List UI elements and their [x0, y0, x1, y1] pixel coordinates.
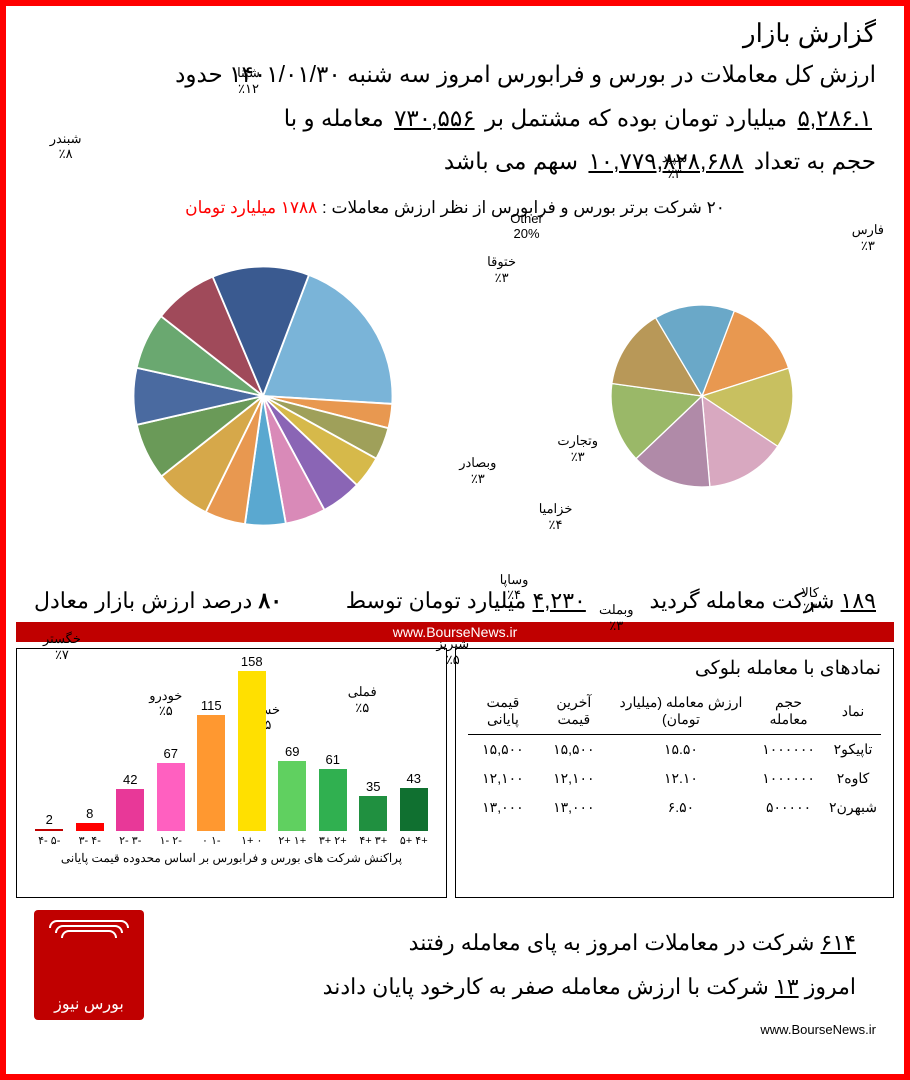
bar: [116, 789, 144, 832]
col-header: آخرین قیمت: [538, 688, 610, 735]
summary-text: ارزش کل معاملات در بورس و فرابورس امروز …: [6, 49, 904, 192]
block-trades-table: نمادهای با معامله بلوکی نمادحجم معاملهار…: [455, 648, 894, 898]
mid-count: ۱۸۹: [841, 588, 876, 613]
cell: ۱۰۰۰۰۰۰: [752, 764, 825, 793]
bar-value: 8: [86, 806, 93, 821]
footer: ۶۱۴ شرکت در معاملات امروز به پای معامله …: [6, 902, 904, 1020]
footer-line: شرکت با ارزش معامله صفر به کارخود پایان …: [323, 974, 775, 999]
table-row: تاپیکو۲۱۰۰۰۰۰۰۱۵.۵۰۱۵,۵۰۰۱۵,۵۰۰: [468, 735, 881, 765]
pie-charts-area: Other20%وتجارت٪۳خزامیا٪۴وساپا٪۴شبریز٪۵فم…: [6, 220, 904, 580]
col-header: نماد: [825, 688, 881, 735]
cell: ۶.۵۰: [610, 793, 752, 822]
mid-summary: ۸۰ درصد ارزش بازار معادل ۴,۲۳۰ میلیارد ت…: [6, 580, 904, 622]
summary-part: حجم به تعداد: [748, 148, 876, 174]
detail-pie: فارس٪۳گدنا٪۳کالا٪۳وبملت٪۳وبصادر٪۳ختوقا٪۳…: [572, 266, 832, 531]
bar-label: -۴ -۳: [79, 834, 101, 847]
mid-pct: ۸۰: [258, 588, 282, 613]
cell: ۱۵.۵۰: [610, 735, 752, 765]
bar-label: -۱ ۰: [202, 834, 221, 847]
report-title: گزارش بازار: [6, 6, 904, 49]
cell: ۱۲.۱۰: [610, 764, 752, 793]
col-header: قیمت پایانی: [468, 688, 538, 735]
bar: [359, 796, 387, 831]
bar: [238, 671, 266, 831]
distribution-chart: 2 -۵ -۴ 8 -۴ -۳ 42 -۳ -۲ 67 -۲ -۱ 115 -۱ ۰ 158 ۰ +۱…: [16, 648, 447, 898]
bar: [76, 823, 104, 831]
bar-label: -۳ -۲: [119, 834, 141, 847]
summary-part: ارزش کل معاملات در بورس و فرابورس امروز …: [341, 61, 876, 87]
cell: ۱۵,۵۰۰: [468, 735, 538, 765]
footer-line: امروز: [799, 974, 856, 999]
summary-part: میلیارد تومان بوده که مشتمل بر: [479, 105, 794, 131]
bar-caption: پراکنش شرکت های بورس و فرابورس بر اساس م…: [25, 851, 438, 865]
bar: [319, 769, 347, 831]
col-header: ارزش معامله (میلیارد تومان): [610, 688, 752, 735]
bar-value: 42: [123, 772, 137, 787]
bar-label: -۵ -۴: [38, 834, 60, 847]
trade-count: ۷۳۰,۵۵۶: [390, 105, 479, 131]
bar-label: +۳ +۴: [359, 834, 387, 847]
bar-label: +۲ +۳: [319, 834, 347, 847]
bar-label: ۰ +۱: [241, 834, 262, 847]
footer-line: شرکت در معاملات امروز به پای معامله رفتن…: [409, 930, 821, 955]
summary-part: معامله و با: [284, 105, 390, 131]
cell: ۱۳,۰۰۰: [468, 793, 538, 822]
logo-text: بورس نیوز: [54, 994, 124, 1014]
bar-value: 158: [241, 654, 263, 669]
bar-value: 61: [326, 752, 340, 767]
bar: [157, 763, 185, 831]
company-count: ۶۱۴: [821, 930, 856, 955]
cell: شبهرن۲: [825, 793, 881, 822]
table-row: کاوه۲۱۰۰۰۰۰۰۱۲.۱۰۱۲,۱۰۰۱۲,۱۰۰: [468, 764, 881, 793]
site-url: www.BourseNews.ir: [6, 1020, 904, 1039]
mid-text: درصد ارزش بازار معادل: [34, 588, 258, 613]
cell: ۱۰۰۰۰۰۰: [752, 735, 825, 765]
bar-value: 2: [46, 812, 53, 827]
bar: [197, 715, 225, 831]
cell: ۱۲,۱۰۰: [468, 764, 538, 793]
cell: ۱۳,۰۰۰: [538, 793, 610, 822]
mid-value: ۴,۲۳۰: [532, 588, 585, 613]
cell: ۱۲,۱۰۰: [538, 764, 610, 793]
col-header: حجم معامله: [752, 688, 825, 735]
bar: [278, 761, 306, 831]
table-title: نمادهای با معامله بلوکی: [468, 657, 881, 680]
summary-part: حدود: [175, 61, 229, 87]
bar-value: 35: [366, 779, 380, 794]
main-pie: Other20%وتجارت٪۳خزامیا٪۴وساپا٪۴شبریز٪۵فم…: [78, 211, 448, 586]
summary-part: سهم می باشد: [444, 148, 585, 174]
cell: تاپیکو۲: [825, 735, 881, 765]
lower-section: نمادهای با معامله بلوکی نمادحجم معاملهار…: [6, 642, 904, 902]
bar: [35, 829, 63, 831]
bar-label: +۴ +۵: [400, 834, 428, 847]
logo: بورس نیوز: [34, 910, 144, 1020]
cell: ۵۰۰۰۰۰: [752, 793, 825, 822]
table-row: شبهرن۲۵۰۰۰۰۰۶.۵۰۱۳,۰۰۰۱۳,۰۰۰: [468, 793, 881, 822]
bar-value: 67: [164, 746, 178, 761]
cell: ۱۵,۵۰۰: [538, 735, 610, 765]
footer-text: ۶۱۴ شرکت در معاملات امروز به پای معامله …: [144, 921, 876, 1009]
bar: [400, 788, 428, 832]
bar-value: 69: [285, 744, 299, 759]
cell: کاوه۲: [825, 764, 881, 793]
bar-value: 115: [201, 698, 222, 713]
bar-label: -۲ -۱: [160, 834, 182, 847]
bar-value: 43: [407, 771, 421, 786]
bar-label: +۱ +۲: [278, 834, 306, 847]
total-value: ۵,۲۸۶.۱: [793, 105, 876, 131]
zero-count: ۱۳: [775, 974, 799, 999]
